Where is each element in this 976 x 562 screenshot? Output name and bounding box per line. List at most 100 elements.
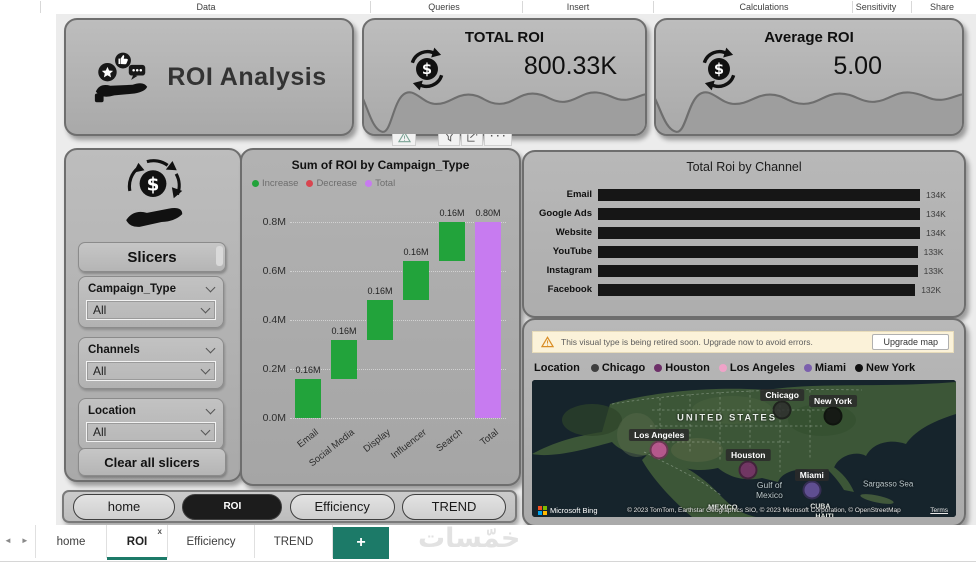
tab-scroll-left-icon[interactable]: ◄ [4,536,12,545]
upgrade-map-button[interactable]: Upgrade map [872,334,949,350]
channel-label: Google Ads [539,208,592,219]
waterfall-bar-social-media[interactable] [331,339,357,379]
chevron-down-icon[interactable] [200,425,211,436]
legend-swatch [718,364,727,372]
geo-label-cuba: CUBA [810,503,831,511]
map-terrain [532,380,956,517]
waterfall-title: Sum of ROI by Campaign_Type [291,158,470,172]
channel-bar-chart-panel: Total Roi by Channel Email 134K Google Ads… [522,150,966,318]
ribbon-tab-sensitivity[interactable]: Sensitivity [855,2,897,12]
channel-label: Facebook [547,284,592,295]
geo-label-gulf-of-mexico: Gulf of Mexico [755,479,783,500]
bing-map[interactable]: UNITED STATES Gulf of Mexico MEXICO CUBA HAI… [532,380,956,517]
chevron-down-icon[interactable] [200,303,211,314]
gridline [290,271,506,272]
map-terms-link[interactable]: Terms [930,507,948,514]
map-bubble-miami[interactable] [802,480,822,500]
slicer-dropdown[interactable]: All [86,361,216,381]
x-axis-label: Email [295,427,321,451]
map-copyright: © 2023 TomTom, Earthstar Geographics SIO… [627,507,901,514]
channel-bar[interactable] [598,207,920,220]
channel-value: 134K [926,189,946,200]
sheet-tab-roi[interactable]: ROI x [107,525,168,560]
page-nav-home[interactable]: home [73,493,175,520]
page-nav-efficiency[interactable]: Efficiency [289,493,395,520]
kpi-title: TOTAL ROI [464,29,545,46]
report-title-card: ROI Analysis [64,18,354,136]
warning-icon [541,336,554,348]
chevron-down-icon[interactable] [205,404,216,415]
money-rotation-icon: $ [410,47,444,91]
sheet-tab-label: TREND [273,535,314,548]
kpi-card-average-roi: Average ROI 5.00 $ [654,18,964,136]
waterfall-bar-total[interactable] [475,222,501,418]
chevron-down-icon[interactable] [200,364,211,375]
legend-label: Los Angeles [729,362,795,374]
channel-bar[interactable] [598,188,920,201]
channel-bar[interactable] [598,264,918,277]
slicers-panel: $ Slicers Campaign_Type All Channels All Loc… [64,148,242,482]
bar-value-label: 0.16M [331,325,357,336]
sheet-tabs: home ROI x Efficiency TREND [35,525,333,560]
waterfall-bar-influencer[interactable] [403,261,429,301]
sheet-tab-efficiency[interactable]: Efficiency [168,525,255,558]
channel-bar[interactable] [598,226,920,239]
map-bubble-chicago[interactable] [772,400,792,420]
map-bubble-new-york[interactable] [823,406,843,426]
map-legend-item-chicago: Chicago [590,362,645,374]
ribbon-tab-share[interactable]: Share [929,2,955,12]
menu-divider [522,1,523,13]
add-page-button[interactable]: + [333,527,389,559]
map-legend-item-los-angeles: Los Angeles [718,362,795,374]
sheet-tab-strip: ◄ ► home ROI x Efficiency TREND + خمّسات [0,523,976,562]
slicers-header[interactable]: Slicers [78,242,226,272]
legend-item-total: Total [365,178,395,189]
legend-swatch [590,364,599,372]
map-retirement-warning: This visual type is being retired soon. … [532,331,954,353]
slicer-dropdown[interactable]: All [86,422,216,442]
channel-value: 134K [926,227,946,238]
map-overlays: UNITED STATES Gulf of Mexico MEXICO CUBA HAI… [532,380,956,517]
ribbon-tab-insert[interactable]: Insert [566,2,590,12]
ribbon-tab-calculations[interactable]: Calculations [739,2,789,12]
chevron-down-icon[interactable] [205,282,216,293]
legend-swatch [306,180,314,187]
page-nav-roi[interactable]: ROI [182,493,283,520]
clear-all-slicers-button[interactable]: Clear all slicers [78,448,226,476]
channel-row-instagram: Instagram 133K [534,264,954,277]
bing-brand-label: Microsoft Bing [550,506,598,515]
channel-label: Email [566,189,592,200]
map-legend-item-houston: Houston [654,362,710,374]
ribbon-tab-queries[interactable]: Queries [428,2,460,12]
waterfall-legend: Increase Decrease Total [252,178,395,189]
legend-label: Decrease [316,178,358,189]
sheet-tab-home[interactable]: home [35,525,107,558]
slicer-field-label: Location [88,405,136,417]
map-bubble-houston[interactable] [738,460,758,480]
tab-close-icon[interactable]: x [157,527,162,536]
ribbon-tab-data[interactable]: Data [196,2,216,12]
gridline [290,369,506,370]
tab-scroll-right-icon[interactable]: ► [20,536,29,545]
chevron-down-icon[interactable] [205,343,216,354]
page-navigation-bar: home ROI Efficiency TREND [62,490,517,523]
waterfall-bar-search[interactable] [439,222,465,262]
map-legend-item-miami: Miami [803,362,846,374]
scrollbar-thumb[interactable] [216,246,223,266]
page-nav-trend[interactable]: TREND [401,493,506,520]
waterfall-bar-display[interactable] [367,300,393,340]
channel-label: YouTube [552,246,592,257]
legend-label: Houston [665,362,710,374]
channel-value: 134K [926,208,946,219]
map-bubble-los-angeles[interactable] [649,440,669,460]
geo-label-sargasso-sea: Sargasso Sea [863,479,914,489]
channel-bar[interactable] [598,283,916,296]
sheet-tab-trend[interactable]: TREND [255,525,333,558]
channel-bar[interactable] [598,245,918,258]
money-rotation-icon: $ [702,47,736,91]
waterfall-bar-email[interactable] [295,378,321,418]
svg-text:$: $ [147,174,160,195]
slicer-dropdown[interactable]: All [86,300,216,320]
map-city-label-chicago: Chicago [760,389,804,402]
